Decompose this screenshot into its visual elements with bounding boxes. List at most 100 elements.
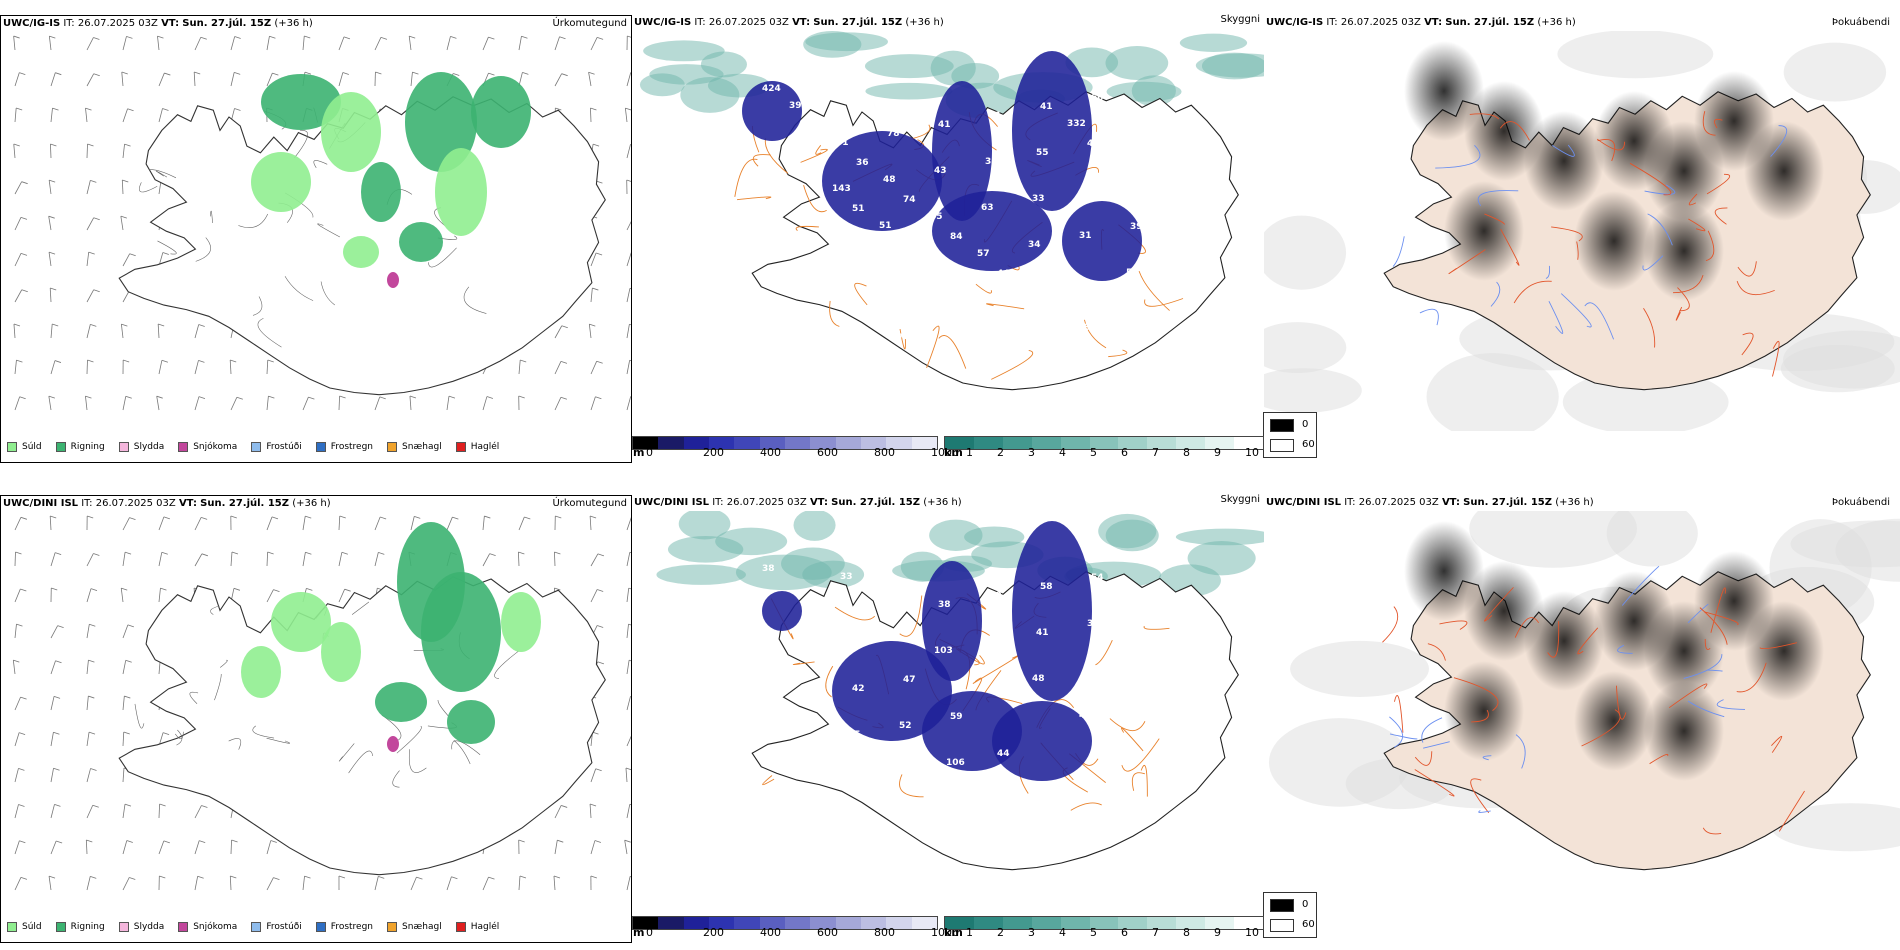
vis-unit: km: [944, 446, 963, 459]
ceiling-value-label: 44: [1079, 711, 1092, 721]
colorbar-tick-label: 7: [1152, 446, 1159, 459]
legend-swatch: [387, 442, 398, 452]
fog-swatch-60: [1270, 439, 1294, 452]
ceiling-value-label: 45: [1134, 176, 1147, 186]
ceiling-value-label: 152: [797, 739, 816, 749]
ceiling-value-label: 47: [809, 601, 822, 611]
colorbar-segment: [633, 917, 659, 929]
fog-map[interactable]: [1264, 31, 1900, 431]
ceiling-value-label: 101: [1083, 665, 1102, 675]
colorbar-tick-label: 400: [760, 446, 781, 459]
legend-item: Haglél: [455, 922, 500, 932]
vis-panel-row2: UWC/DINI ISL IT: 26.07.2025 03Z VT: Sun.…: [632, 494, 1264, 943]
colorbar-tick-label: 200: [703, 446, 724, 459]
fog-intensity: [1404, 521, 1824, 781]
vt-label: VT:: [1424, 17, 1443, 28]
ceiling-value-label: 54: [1126, 268, 1139, 278]
legend-swatch: [55, 922, 66, 932]
ceiling-value-label: 74: [903, 195, 916, 205]
ceiling-value-label: 38: [938, 600, 951, 610]
legend-item: Rigning: [55, 442, 105, 452]
visibility-map[interactable]: 38 47 36 47 59 44 65 54 33 40 42 52 106 36 58 39 36 98 55 3…: [632, 511, 1264, 916]
precip-map[interactable]: [1, 32, 631, 432]
precip-map[interactable]: [1, 512, 631, 912]
legend-label: Súld: [22, 922, 42, 932]
colorbar-segment: [1176, 917, 1206, 929]
model-name: UWC/DINI ISL: [634, 497, 710, 508]
ceiling-tick-labels: 0 200 400 600 800 1000: [632, 926, 959, 940]
ceiling-value-label: 55: [1036, 148, 1049, 158]
colorbar-segment: [1002, 917, 1032, 929]
colorbar-segment: [1147, 917, 1177, 929]
ceiling-value-label: 47: [1126, 748, 1139, 758]
lead-time: (+36 h): [1555, 497, 1594, 508]
fog-map[interactable]: [1264, 511, 1900, 911]
ceiling-value-label: 84: [950, 232, 963, 242]
legend-item: Haglél: [455, 442, 499, 452]
colorbar-segment: [1002, 437, 1032, 449]
colorbar-segment: [683, 437, 709, 449]
legend-item: Súld: [7, 922, 42, 932]
ceiling-value-label: 35: [793, 785, 806, 795]
colorbar-tick-label: 400: [760, 926, 781, 939]
legend-swatch: [7, 442, 17, 452]
legend-label: Frostúði: [266, 442, 302, 452]
ceiling-value-label: 79: [809, 121, 822, 131]
colorbar-segment: [1089, 437, 1119, 449]
ceiling-value-label: 120: [1130, 702, 1149, 712]
colorbar-tick-label: 4: [1059, 926, 1066, 939]
ceiling-value-label: 33: [1032, 194, 1045, 204]
it-label: IT:: [81, 498, 93, 509]
colorbar-segment: [835, 437, 861, 449]
colorbar-tick-label: 9: [1214, 446, 1221, 459]
ceiling-value-label: 50: [973, 295, 986, 305]
ceiling-value-label: 51: [1138, 130, 1151, 140]
colorbar-segment: [1060, 437, 1090, 449]
colorbar-tick-label: 8: [1183, 446, 1190, 459]
vis-header-row1: UWC/IG-IS IT: 26.07.2025 03Z VT: Sun. 27…: [634, 14, 1260, 30]
colorbar-segment: [810, 437, 836, 449]
colorbar-segment: [1031, 437, 1061, 449]
colorbar-tick-label: 4: [1059, 446, 1066, 459]
colorbar-segment: [759, 917, 785, 929]
it-label: IT:: [694, 17, 706, 28]
legend-label: Haglél: [470, 922, 500, 932]
lead-time: (+36 h): [1537, 17, 1576, 28]
colorbar-segment: [1118, 917, 1148, 929]
legend-item: Snjókoma: [178, 922, 237, 932]
ceiling-value-label: 51: [852, 204, 865, 214]
ceiling-value-label: 48: [883, 175, 896, 185]
legend-item: Frostregn: [315, 922, 373, 932]
colorbar-segment: [734, 437, 760, 449]
colorbar-segment: [886, 917, 912, 929]
fog-swatch-0: [1270, 899, 1294, 912]
ceiling-value-label: 35: [985, 157, 998, 167]
it-value: 26.07.2025 03Z: [1358, 497, 1439, 508]
legend-swatch: [251, 922, 262, 932]
low-ceiling-areas: [762, 521, 1092, 781]
ceiling-value-label: 39: [1087, 619, 1100, 629]
vt-value: Sun. 27.júl. 15Z: [813, 17, 903, 28]
ceiling-value-label: 18: [926, 258, 939, 268]
legend-label: Frostúði: [266, 922, 302, 932]
colorbar-tick-label: 7: [1152, 926, 1159, 939]
it-label: IT:: [1326, 17, 1338, 28]
visibility-map[interactable]: 4247936748444556051395144414241404550525…: [632, 31, 1264, 436]
legend-swatch: [455, 922, 466, 932]
ceiling-value-label: 43: [1122, 314, 1135, 324]
legend-label: Rigning: [70, 922, 105, 932]
legend-label: Snjókoma: [193, 922, 238, 932]
ceiling-value-label: 60: [989, 591, 1002, 601]
fog-swatch-60: [1270, 919, 1294, 932]
colorbar-segment: [911, 437, 937, 449]
it-value: 26.07.2025 03Z: [708, 17, 789, 28]
it-label: IT:: [1344, 497, 1356, 508]
colorbar-tick-label: 8: [1183, 926, 1190, 939]
ceiling-value-label: 51: [879, 221, 892, 231]
ceiling-value-label: 43: [934, 166, 947, 176]
fog-title: Þokuábendi: [1831, 17, 1890, 28]
ceiling-value-label: 143: [832, 184, 851, 194]
ceiling-unit: m: [633, 926, 645, 939]
ceiling-value-label: 34: [1028, 240, 1041, 250]
vt-label: VT:: [1441, 497, 1460, 508]
